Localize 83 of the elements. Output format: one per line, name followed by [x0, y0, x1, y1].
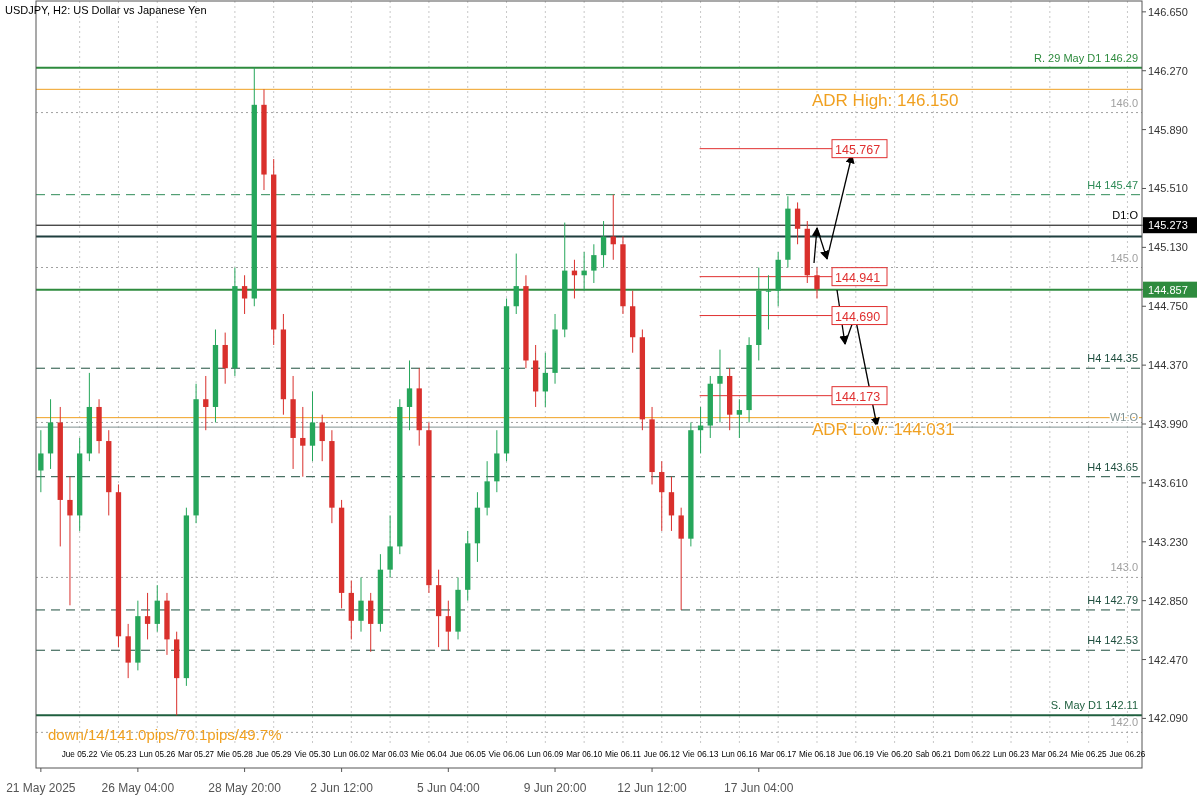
candlestick	[154, 584, 160, 633]
candlestick	[600, 220, 607, 269]
ref-line-label: H4 144.35	[1087, 352, 1138, 365]
ref-line-label: 144.941	[835, 270, 881, 285]
x-tick-label: Mie 05.28	[216, 749, 257, 759]
x-tick-label: Jue 06.26	[1109, 749, 1149, 759]
y-tick-label: 144.370	[1148, 359, 1188, 372]
chart-title: USDJPY, H2: US Dollar vs Japanese Yen	[5, 4, 207, 16]
y-tick-label: 143.610	[1148, 476, 1188, 489]
x-tick-label: Mie 06.11	[604, 749, 644, 759]
ref-line-label: ADR Low: 144.031	[812, 419, 955, 439]
candlestick	[368, 592, 374, 653]
candlestick	[513, 253, 519, 315]
y-tick-label: 142.470	[1148, 653, 1188, 666]
ref-line-label: 142.0	[1110, 716, 1138, 729]
y-tick-label: 144.857	[1148, 283, 1188, 296]
x-tick-label: Lun 06.16	[721, 749, 762, 759]
candlestick	[387, 514, 393, 578]
candlestick	[300, 406, 306, 478]
x-tick-label: 28 May 20:00	[208, 781, 282, 795]
candlestick	[581, 251, 587, 292]
candlestick	[445, 600, 451, 651]
y-tick-label: 145.130	[1148, 241, 1188, 254]
x-tick-label: Vie 05.30	[294, 749, 333, 759]
candlestick	[222, 332, 228, 385]
x-tick-label: 9 Jun 20:00	[523, 781, 587, 795]
ref-line-label: 146.0	[1110, 96, 1138, 109]
x-tick-label: Mie 06.04	[410, 749, 451, 759]
ref-line-label: S. May D1 142.11	[1050, 699, 1138, 712]
ref-line-label: 143.0	[1110, 561, 1138, 574]
y-tick-label: 143.230	[1148, 535, 1188, 548]
candlestick	[678, 507, 684, 611]
x-tick-label: 12 Jun 12:00	[617, 781, 688, 795]
candlestick	[659, 460, 665, 532]
candlestick	[668, 476, 675, 532]
x-tick-label: Vie 05.23	[100, 749, 139, 759]
candlestick	[319, 414, 325, 462]
x-tick-label: 26 May 04:00	[101, 781, 175, 795]
ref-line-label: H4 142.79	[1087, 593, 1138, 606]
candlestick	[406, 359, 413, 431]
ref-line-label: 145.0	[1110, 251, 1138, 264]
y-tick-label: 145.890	[1148, 123, 1188, 136]
candlestick	[794, 201, 801, 245]
y-tick-label: 143.990	[1148, 418, 1188, 431]
candlestick	[542, 352, 549, 408]
candlestick	[736, 398, 743, 439]
ref-line-label: H4 142.53	[1087, 634, 1138, 647]
candlestick	[144, 592, 151, 640]
ref-line-label: 145.767	[835, 142, 881, 157]
y-tick-label: 145.510	[1148, 182, 1188, 195]
candlestick	[358, 576, 364, 633]
x-tick-label: Mie 06.18	[798, 749, 839, 759]
ref-line-label: D1:O	[1112, 209, 1139, 222]
candlestick	[717, 349, 723, 423]
y-tick-label: 146.270	[1148, 64, 1188, 77]
x-tick-label: Lun 06.09	[527, 749, 568, 759]
ref-line-label: H4 145.47	[1087, 178, 1138, 191]
x-tick-label: 5 Jun 04:00	[416, 781, 481, 795]
candlestick	[309, 390, 316, 462]
y-tick-label: 145.273	[1148, 219, 1188, 232]
x-tick-label: Vie 06.20	[876, 749, 915, 759]
candlestick	[38, 429, 44, 493]
x-tick-label: Vie 06.13	[682, 749, 721, 759]
x-tick-label: 21 May 2025	[6, 781, 76, 795]
ref-line-label: R. 29 May D1 146.29	[1034, 51, 1138, 64]
candlestick	[765, 274, 772, 330]
y-tick-label: 142.090	[1148, 712, 1188, 725]
x-tick-label: 2 Jun 12:00	[310, 781, 374, 795]
x-tick-label: Vie 06.06	[488, 749, 527, 759]
ref-line-label: 144.173	[835, 389, 881, 404]
y-tick-label: 144.750	[1148, 300, 1188, 313]
ref-line-label: H4 143.65	[1087, 460, 1138, 473]
x-tick-label: Mie 06.25	[1070, 749, 1111, 759]
x-tick-label: 17 Jun 04:00	[724, 781, 794, 795]
candlestick	[67, 476, 73, 606]
candlestick	[241, 274, 248, 315]
ref-line-label: 144.690	[835, 309, 881, 324]
y-tick-label: 146.650	[1148, 5, 1188, 18]
ref-line-label: ADR High: 146.150	[812, 91, 959, 111]
candlestick	[203, 375, 209, 431]
y-tick-label: 142.850	[1148, 594, 1188, 607]
annotation: down/14/141.0pips/70.1pips/49.7%	[48, 726, 282, 743]
candlestick	[591, 243, 597, 284]
